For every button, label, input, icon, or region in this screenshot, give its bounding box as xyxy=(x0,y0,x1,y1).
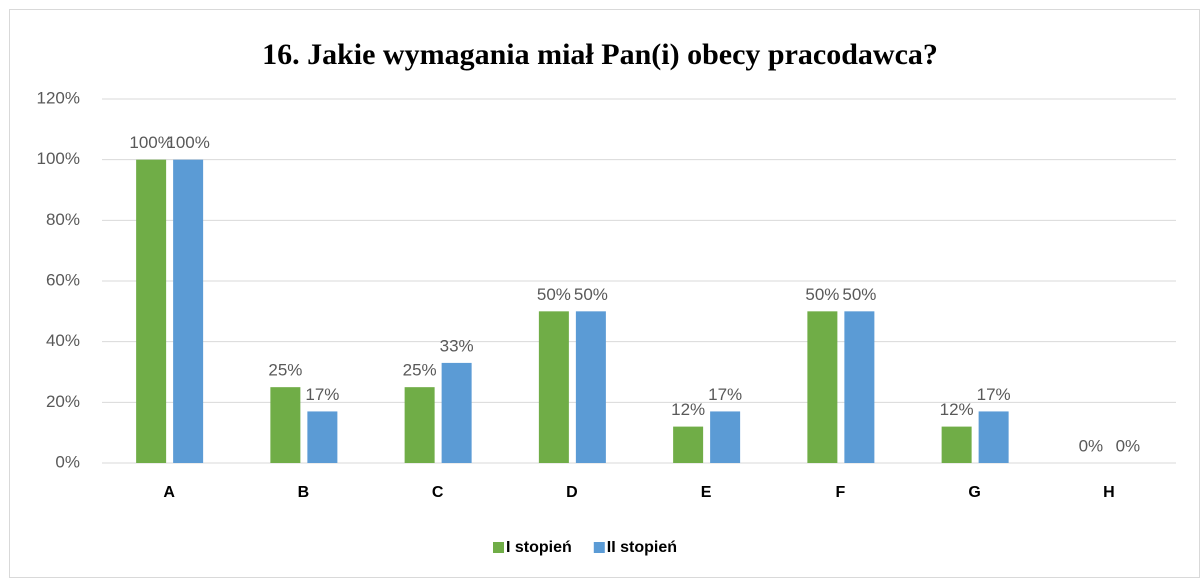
chart-frame xyxy=(9,9,1200,578)
value-label: 50% xyxy=(537,285,571,304)
x-tick-label: C xyxy=(432,484,444,501)
x-tick-label: F xyxy=(835,484,845,501)
bar xyxy=(807,311,838,463)
bar xyxy=(173,159,204,463)
legend-swatch xyxy=(493,542,504,553)
bar xyxy=(270,387,301,463)
value-label: 100% xyxy=(166,133,209,152)
value-label: 17% xyxy=(305,385,339,404)
legend-label: II stopień xyxy=(607,539,677,556)
bar xyxy=(307,411,338,463)
bar xyxy=(978,411,1009,463)
y-tick-label: 20% xyxy=(46,392,80,411)
bar xyxy=(441,362,472,463)
x-tick-label: B xyxy=(298,484,310,501)
value-label: 17% xyxy=(708,385,742,404)
bar xyxy=(710,411,741,463)
x-tick-label: H xyxy=(1103,484,1115,501)
value-label: 0% xyxy=(1116,436,1141,455)
legend-label: I stopień xyxy=(506,539,572,556)
bar xyxy=(941,426,972,463)
bar xyxy=(404,387,435,463)
x-tick-label: D xyxy=(566,484,578,501)
value-label: 0% xyxy=(1079,436,1104,455)
value-label: 12% xyxy=(940,400,974,419)
bar xyxy=(844,311,875,463)
bar xyxy=(538,311,569,463)
y-tick-label: 80% xyxy=(46,210,80,229)
x-tick-label: E xyxy=(701,484,712,501)
value-label: 25% xyxy=(403,361,437,380)
value-label: 50% xyxy=(842,285,876,304)
x-tick-label: A xyxy=(163,484,175,501)
y-tick-label: 120% xyxy=(37,88,80,107)
value-label: 25% xyxy=(268,361,302,380)
bar xyxy=(136,159,167,463)
y-tick-label: 40% xyxy=(46,331,80,350)
y-tick-label: 0% xyxy=(55,452,80,471)
value-label: 50% xyxy=(574,285,608,304)
value-label: 12% xyxy=(671,400,705,419)
value-label: 50% xyxy=(805,285,839,304)
y-tick-label: 100% xyxy=(37,149,80,168)
value-label: 33% xyxy=(440,336,474,355)
bar xyxy=(673,426,704,463)
chart-title: 16. Jakie wymagania miał Pan(i) obecy pr… xyxy=(262,38,938,71)
value-label: 17% xyxy=(977,385,1011,404)
bar xyxy=(575,311,606,463)
value-label: 100% xyxy=(129,133,172,152)
y-tick-label: 60% xyxy=(46,270,80,289)
legend-swatch xyxy=(593,542,605,553)
x-tick-label: G xyxy=(968,484,980,501)
